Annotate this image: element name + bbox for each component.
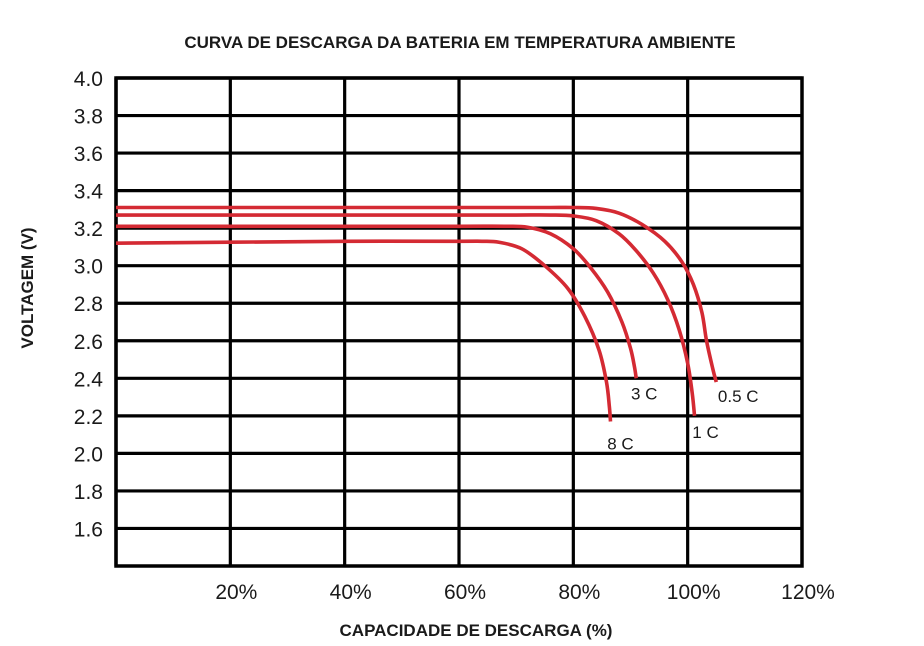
y-tick-label: 1.6 <box>74 518 103 541</box>
y-tick-label: 2.4 <box>74 368 104 391</box>
y-axis-title: VOLTAGEM (V) <box>18 227 37 348</box>
plot-frame <box>114 76 804 568</box>
series-line <box>115 239 613 422</box>
y-tick-label: 2.2 <box>74 406 103 429</box>
x-tick-label: 100% <box>667 581 721 604</box>
y-tick-label: 2.0 <box>74 443 103 466</box>
y-tick-label: 4.0 <box>74 68 103 91</box>
series-line <box>116 205 718 383</box>
series-lines <box>115 205 718 422</box>
y-tick-label: 2.8 <box>74 293 103 316</box>
grid-lines <box>114 76 804 568</box>
series-label: 3 C <box>631 384 657 403</box>
series-label: 8 C <box>607 434 633 453</box>
y-tick-label: 3.8 <box>74 106 103 129</box>
series-line <box>116 224 638 379</box>
chart-title: CURVA DE DESCARGA DA BATERIA EM TEMPERAT… <box>184 33 735 52</box>
x-tick-label: 40% <box>330 581 372 604</box>
x-tick-label: 60% <box>444 581 486 604</box>
x-tick-label: 120% <box>781 581 835 604</box>
y-tick-label: 2.6 <box>74 331 103 354</box>
x-tick-label: 80% <box>558 581 600 604</box>
series-label: 0.5 C <box>718 387 759 406</box>
series-label: 1 C <box>692 423 718 442</box>
series-labels: 0.5 C1 C 3 C 8 C <box>607 384 758 453</box>
x-axis-title: CAPACIDADE DE DESCARGA (%) <box>340 621 613 640</box>
y-tick-label: 3.0 <box>74 256 103 279</box>
y-tick-label: 3.4 <box>74 181 104 204</box>
y-tick-label: 3.2 <box>74 218 103 241</box>
x-tick-label: 20% <box>215 581 257 604</box>
y-tick-label: 1.8 <box>74 481 103 504</box>
y-axis-ticks: 4.0 3.8 3.6 3.4 3.2 3.0 2.8 2.6 2.4 2.2 2.0 1.8 1.6 <box>74 68 104 541</box>
series-line <box>115 213 697 417</box>
x-axis-ticks: 20% 40% 60% 80% 100% 120% <box>215 581 835 604</box>
y-tick-label: 3.6 <box>74 143 103 166</box>
